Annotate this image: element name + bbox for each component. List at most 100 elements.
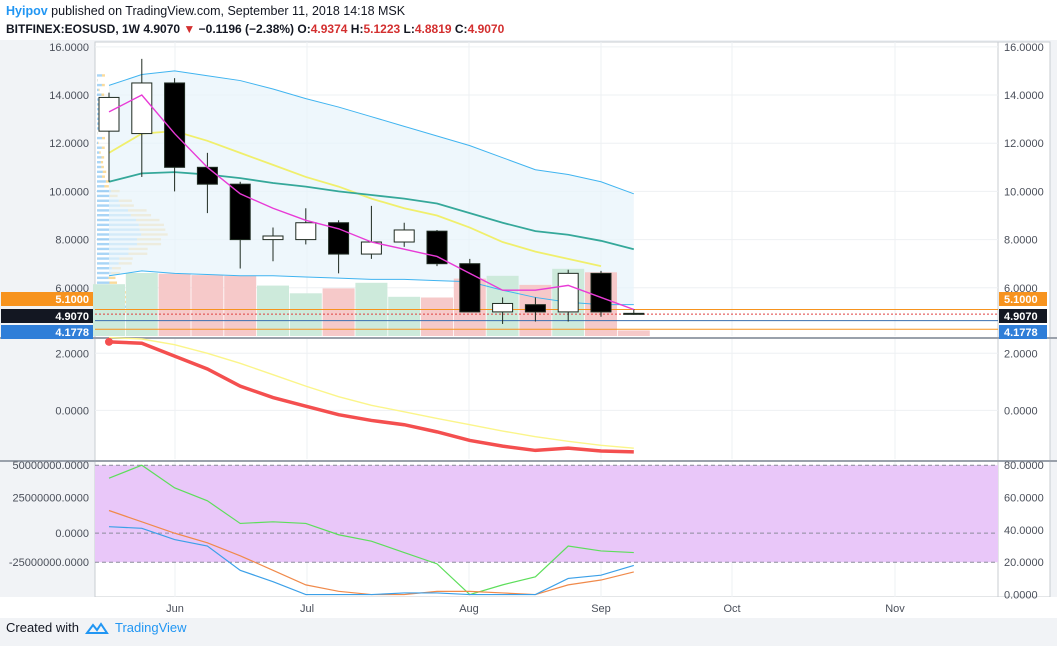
footer: Created with TradingView (6, 620, 187, 635)
volume-profile-bar (97, 257, 120, 260)
symbol-name: BITFINEX:EOSUSD, 1W (6, 22, 141, 36)
volume-profile-bar (97, 83, 102, 87)
price-axis-label-left: 16.0000 (49, 42, 89, 54)
volume-profile-bar (101, 93, 105, 96)
open-value: 4.9374 (310, 22, 348, 36)
candle-body (393, 229, 415, 243)
price-tag-low-right-bg (999, 325, 1047, 339)
volume-profile-bar (97, 271, 112, 275)
pane-separator (0, 337, 1057, 339)
volume-bar (388, 296, 421, 336)
stoch-axis-label-left: 0.0000 (55, 528, 89, 540)
low-value: 4.8819 (414, 22, 452, 36)
candle-body (426, 230, 448, 265)
stoch-axis-label-right: 20.0000 (1004, 557, 1044, 569)
symbol-line: BITFINEX:EOSUSD, 1W 4.9070 ▼ −0.1196 (−2… (6, 22, 504, 36)
publish-line: Hyipov published on TradingView.com, Sep… (6, 4, 405, 18)
pane-separator (0, 460, 1057, 462)
volume-bar (125, 273, 158, 336)
stoch-axis-label-right: 60.0000 (1004, 493, 1044, 505)
stoch-band (95, 465, 998, 563)
candle-body (295, 222, 317, 241)
volume-profile-bar (97, 189, 112, 193)
volume-profile-bar (97, 276, 109, 280)
ma-pink-line (108, 94, 635, 311)
author-link[interactable]: Hyipov (6, 4, 48, 18)
volume-profile-bar (102, 136, 106, 140)
macd-macd-line (108, 340, 634, 454)
volume-profile-bar (108, 276, 116, 280)
price-tag-last-right-bg (999, 309, 1047, 323)
ma-teal-line (108, 171, 635, 251)
time-axis-label: Jun (166, 603, 184, 615)
volume-bar (617, 330, 650, 336)
macd-axis-label-left: 0.0000 (55, 405, 89, 417)
volume-profile-bar (97, 156, 102, 159)
price-tag-high-right: 5.1000 (1004, 294, 1038, 306)
candle-body (131, 82, 153, 135)
candle-body (492, 302, 514, 313)
volume-profile-bar (97, 98, 100, 101)
candle-body (98, 96, 120, 132)
price-axis-label-right: 14.0000 (1004, 90, 1044, 102)
price-tag-last-left: 4.9070 (55, 311, 89, 323)
volume-profile-bar (97, 74, 102, 77)
time-axis-label: Nov (885, 603, 905, 615)
price-axis-label-left: 10.0000 (49, 186, 89, 198)
volume-profile-bar (97, 122, 99, 125)
price-tag-last-right: 4.9070 (1004, 311, 1038, 323)
published-text: published on TradingView.com, September … (51, 4, 406, 18)
volume-profile-bar (97, 146, 102, 149)
tradingview-link[interactable]: TradingView (114, 620, 187, 635)
price-axis-label-left: 12.0000 (49, 138, 89, 150)
volume-profile-bar (99, 151, 101, 154)
high-label: H: (350, 22, 364, 36)
open-label: O: (297, 22, 311, 36)
stoch-axis-label-right: 0.0000 (1004, 590, 1038, 602)
volume-profile-bar (101, 146, 105, 149)
volume-profile-bar (97, 199, 119, 202)
time-axis-label: Aug (459, 603, 479, 615)
created-with-text: Created with (6, 620, 79, 635)
price-tag-low-right: 4.1778 (1004, 327, 1038, 339)
volume-profile-bar (100, 160, 104, 164)
candle-body (524, 304, 546, 313)
price-axis-label-left: 8.0000 (55, 235, 89, 247)
volume-profile-bar (97, 281, 110, 284)
volume-profile-bar (101, 156, 105, 159)
stoch-axis-label-left: -25000000.0000 (9, 557, 89, 569)
volume-profile-bar (102, 170, 107, 174)
time-axis-label: Sep (591, 603, 611, 615)
price-tag-high-left: 5.1000 (55, 294, 89, 306)
volume-bar (224, 275, 257, 336)
band-lower-line (108, 270, 634, 306)
volume-profile-bar (97, 194, 110, 198)
price-tag-low-left: 4.1778 (55, 327, 89, 339)
volume-profile-bar (98, 88, 100, 92)
stoch-green-line (108, 464, 634, 596)
time-axis-label: Oct (723, 603, 740, 615)
price-tag-high-right-bg (999, 292, 1047, 306)
time-axis-area (0, 597, 1057, 618)
macd-axis-label-right: 2.0000 (1004, 348, 1038, 360)
volume-profile-bar (97, 185, 105, 188)
volume-profile-bar (101, 83, 105, 87)
stoch-axis-label-right: 80.0000 (1004, 460, 1044, 472)
stoch-axis-label-left: 25000000.0000 (13, 493, 89, 505)
volume-profile-bar (97, 180, 106, 183)
volume-profile-bar (97, 112, 100, 116)
price-axis-label-right: 12.0000 (1004, 138, 1044, 150)
volume-profile-bar (101, 175, 105, 178)
close-value: 4.9070 (467, 22, 505, 36)
chart-header: Hyipov published on TradingView.com, Sep… (0, 0, 1057, 40)
candle-body (459, 263, 481, 313)
price-tag-high-left-bg (1, 292, 93, 306)
candle-body (262, 235, 284, 241)
volume-bar (322, 288, 355, 336)
chart-canvas[interactable]: Jun Jul Aug Sep Oct Nov 16.0000 16.0000 14.0000 1… (0, 40, 1057, 618)
close-label: C: (454, 22, 468, 36)
price-axis-label-right: 10.0000 (1004, 186, 1044, 198)
candle-body (590, 272, 612, 313)
volume-profile-bar (97, 170, 103, 174)
price-tag-low-left-bg (1, 325, 93, 339)
